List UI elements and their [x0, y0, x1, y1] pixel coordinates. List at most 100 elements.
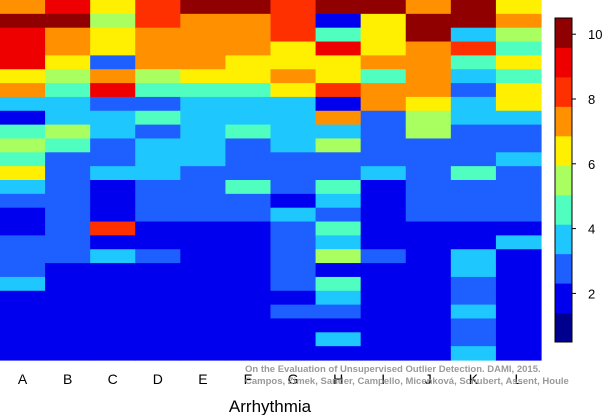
heatmap-cell-G-20: [270, 263, 317, 278]
heatmap-cell-G-21: [270, 276, 317, 292]
heatmap-cell-L-3: [495, 27, 542, 43]
heatmap-cell-H-19: [315, 249, 362, 264]
heatmap-cell-E-8: [180, 96, 227, 112]
heatmap-cell-H-22: [315, 290, 362, 306]
heatmap-cell-B-21: [45, 276, 91, 292]
heatmap-cell-K-25: [450, 332, 497, 347]
heatmap-cell-D-8: [135, 96, 181, 112]
heatmap-cell-J-7: [405, 83, 452, 98]
heatmap-cell-K-1: [450, 0, 497, 15]
heatmap-cell-L-22: [495, 290, 542, 306]
heatmap-cell-J-25: [405, 332, 452, 347]
heatmap-cell-L-12: [495, 152, 542, 167]
heatmap-cell-K-8: [450, 96, 497, 112]
x-tick-label-I: I: [381, 371, 385, 387]
heatmap-cell-C-14: [90, 180, 136, 195]
heatmap-cell-L-8: [495, 96, 542, 112]
heatmap-cell-I-6: [360, 69, 407, 84]
heatmap-cell-D-20: [135, 263, 181, 278]
heatmap-cell-F-19: [225, 249, 272, 264]
heatmap-cell-E-20: [180, 263, 227, 278]
heatmap-cell-A-13: [0, 166, 46, 181]
heatmap-cell-G-12: [270, 152, 317, 167]
heatmap-cell-B-19: [45, 249, 91, 264]
heatmap-cell-G-8: [270, 96, 317, 112]
heatmap-cell-E-25: [180, 332, 227, 347]
heatmap-cell-I-2: [360, 13, 407, 29]
heatmap-cell-F-23: [225, 304, 272, 320]
colorbar-segment-0: [555, 312, 572, 343]
heatmap-cell-E-10: [180, 124, 227, 140]
heatmap-cell-J-18: [405, 235, 452, 250]
heatmap-cell-J-24: [405, 318, 452, 333]
heatmap-cell-C-23: [90, 304, 136, 320]
heatmap-cell-K-17: [450, 221, 497, 236]
heatmap-cell-A-12: [0, 152, 46, 167]
heatmap-cell-C-16: [90, 207, 136, 223]
heatmap-cell-H-11: [315, 138, 362, 153]
heatmap-cell-E-7: [180, 83, 227, 98]
heatmap-cell-H-5: [315, 55, 362, 70]
heatmap-cell-L-17: [495, 221, 542, 236]
heatmap-cell-F-10: [225, 124, 272, 140]
heatmap-cell-H-2: [315, 13, 362, 29]
heatmap-cell-K-23: [450, 304, 497, 320]
heatmap-cell-G-26: [270, 346, 317, 361]
heatmap-cell-I-12: [360, 152, 407, 167]
heatmap-cell-A-21: [0, 276, 46, 292]
heatmap-cell-F-22: [225, 290, 272, 306]
colorbar-tick-label-10: 10: [588, 27, 602, 42]
watermark-line-1: On the Evaluation of Unsupervised Outlie…: [245, 364, 541, 375]
heatmap-cell-A-26: [0, 346, 46, 361]
heatmap-cell-B-5: [45, 55, 91, 70]
heatmap-cell-J-13: [405, 166, 452, 181]
heatmap-cell-E-23: [180, 304, 227, 320]
heatmap-cell-L-21: [495, 276, 542, 292]
heatmap-cell-I-17: [360, 221, 407, 236]
heatmap-cell-J-26: [405, 346, 452, 361]
heatmap-cell-I-9: [360, 110, 407, 126]
heatmap-cell-A-6: [0, 69, 46, 84]
heatmap-cell-L-16: [495, 207, 542, 223]
heatmap-cell-C-6: [90, 69, 136, 84]
heatmap-cell-L-1: [495, 0, 542, 15]
heatmap-cell-I-24: [360, 318, 407, 333]
heatmap-cell-I-14: [360, 180, 407, 195]
heatmap-cell-K-11: [450, 138, 497, 153]
heatmap-cell-C-17: [90, 221, 136, 236]
heatmap-cell-C-4: [90, 41, 136, 56]
heatmap-cell-J-14: [405, 180, 452, 195]
heatmap-cell-G-1: [270, 0, 317, 15]
heatmap-cell-A-24: [0, 318, 46, 333]
heatmap-cell-J-20: [405, 263, 452, 278]
heatmap-cell-G-6: [270, 69, 317, 84]
heatmap-cell-J-6: [405, 69, 452, 84]
heatmap-cell-H-15: [315, 193, 362, 209]
heatmap-cell-I-18: [360, 235, 407, 250]
heatmap-cells: [0, 0, 542, 361]
heatmap-cell-F-21: [225, 276, 272, 292]
heatmap-cell-F-6: [225, 69, 272, 84]
x-tick-label-A: A: [18, 371, 28, 387]
heatmap-cell-F-16: [225, 207, 272, 223]
heatmap-cell-D-21: [135, 276, 181, 292]
heatmap-cell-F-25: [225, 332, 272, 347]
colorbar-segment-3: [555, 224, 572, 255]
heatmap-cell-H-13: [315, 166, 362, 181]
heatmap-cell-L-7: [495, 83, 542, 98]
heatmap-cell-C-20: [90, 263, 136, 278]
heatmap-cell-G-18: [270, 235, 317, 250]
heatmap-cell-B-3: [45, 27, 91, 43]
heatmap-cell-C-3: [90, 27, 136, 43]
heatmap-cell-C-25: [90, 332, 136, 347]
colorbar-tick-label-4: 4: [588, 222, 595, 237]
heatmap-cell-D-7: [135, 83, 181, 98]
colorbar-segment-5: [555, 165, 572, 196]
heatmap-cell-D-22: [135, 290, 181, 306]
heatmap-cell-E-2: [180, 13, 227, 29]
heatmap-cell-I-23: [360, 304, 407, 320]
heatmap-cell-A-25: [0, 332, 46, 347]
heatmap-cell-E-14: [180, 180, 227, 195]
heatmap-cell-G-15: [270, 193, 317, 209]
heatmap-cell-D-19: [135, 249, 181, 264]
